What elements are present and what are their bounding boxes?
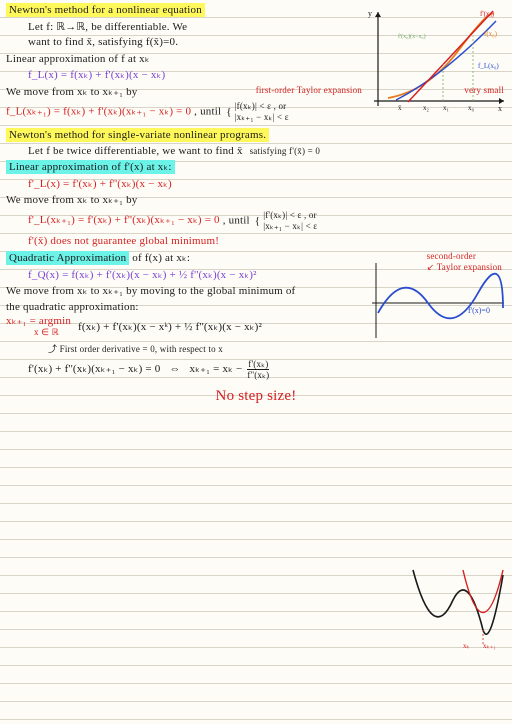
cond-2a: |f'(xₖ)| < ε , or bbox=[263, 210, 317, 220]
svg-text:xₖ₊₁: xₖ₊₁ bbox=[483, 642, 496, 650]
taylor-1: first-order Taylor expansion bbox=[256, 85, 362, 95]
intro-1b: want to find x̄, satisfying f(x̄)=0. bbox=[28, 36, 178, 48]
first-derivative-note: First order derivative = 0, with respect… bbox=[60, 344, 223, 354]
cond-1a: |f(xₖ)| < ε , or bbox=[235, 101, 287, 111]
eq-5: f_Q(x) = f(xₖ) + f'(xₖ)(x − xₖ) + ½ f''(… bbox=[28, 269, 257, 281]
svg-text:x₀: x₀ bbox=[468, 104, 475, 112]
svg-text:f_L(x₀): f_L(x₀) bbox=[478, 62, 499, 70]
svg-text:x₂: x₂ bbox=[423, 104, 430, 112]
eq-7b: xₖ₊₁ = xₖ − bbox=[190, 363, 243, 375]
plot-nonlinear: x y x̄ x₂ x₁ x₀ f'(x₀) f(x₀) f_L(x₀) f'(… bbox=[368, 6, 508, 116]
eq-7a: f'(xₖ) + f''(xₖ)(xₖ₊₁ − xₖ) = 0 bbox=[6, 363, 160, 375]
cond-1b: |xₖ₊₁ − xₖ| < ε bbox=[235, 112, 289, 122]
svg-text:x₁: x₁ bbox=[443, 104, 449, 112]
lin-approx-2: Linear approximation of f'(x) at xₖ: bbox=[6, 160, 175, 174]
taylor-2a: second-order bbox=[427, 251, 476, 261]
quad-of: of f(x) at xₖ: bbox=[132, 252, 190, 264]
quad-title: Quadratic Approximation bbox=[6, 251, 129, 265]
svg-text:xₖ: xₖ bbox=[463, 642, 470, 650]
svg-text:f'(x₀): f'(x₀) bbox=[480, 10, 495, 18]
lin-approx-1: Linear approximation of f at xₖ bbox=[6, 53, 150, 65]
iff-symbol: ⇔ bbox=[169, 363, 180, 375]
eq-2: f_L(xₖ₊₁) = f(xₖ) + f'(xₖ)(xₖ₊₁ − xₖ) = … bbox=[6, 106, 191, 118]
intro-1a: Let f: ℝ→ℝ, be differentiable. We bbox=[28, 21, 187, 33]
until-1: , until bbox=[194, 106, 221, 118]
eq-6c: f(xₖ) + f'(xₖ)(x − xᵏ) + ½ f''(xₖ)(x − x… bbox=[78, 321, 262, 333]
move-2: We move from xₖ to xₖ₊₁ by bbox=[6, 194, 137, 206]
eq-6a: xₖ₊₁ = argmin bbox=[6, 315, 71, 327]
svg-text:f(x₀): f(x₀) bbox=[484, 30, 498, 38]
move-3b: the quadratic approximation: bbox=[6, 301, 139, 313]
svg-text:f'(x)=0: f'(x)=0 bbox=[468, 306, 490, 315]
title-1: Newton's method for a nonlinear equation bbox=[6, 3, 205, 17]
warn-global-min: f'(x̄) does not guarantee global minimum… bbox=[28, 235, 219, 247]
eq-7-num: f'(xₖ) bbox=[248, 359, 268, 369]
plot-quadratic: xₖ xₖ₊₁ bbox=[408, 560, 508, 650]
move-1: We move from xₖ to xₖ₊₁ by bbox=[6, 86, 137, 98]
eq-7-den: f''(xₖ) bbox=[247, 370, 269, 380]
svg-text:y: y bbox=[368, 9, 372, 18]
svg-text:f'(x₀)(x−x₀): f'(x₀)(x−x₀) bbox=[398, 33, 426, 40]
eq-4: f'_L(xₖ₊₁) = f'(xₖ) + f''(xₖ)(xₖ₊₁ − xₖ)… bbox=[6, 214, 220, 226]
eq-6b: x ∈ ℝ bbox=[6, 327, 59, 337]
intro-2: Let f be twice differentiable, we want t… bbox=[28, 145, 243, 157]
svg-text:x: x bbox=[498, 104, 502, 113]
until-2: , until bbox=[223, 214, 250, 226]
sat-2: satisfying f'(x̄) = 0 bbox=[250, 146, 320, 156]
move-3a: We move from xₖ to xₖ₊₁ by moving to the… bbox=[6, 285, 295, 297]
very-small: very small bbox=[464, 85, 504, 95]
svg-text:x̄: x̄ bbox=[398, 104, 402, 112]
title-2: Newton's method for single-variate nonli… bbox=[6, 128, 269, 142]
eq-1: f_L(x) = f(xₖ) + f'(xₖ)(x − xₖ) bbox=[28, 69, 165, 81]
no-step-size: No step size! bbox=[216, 388, 297, 404]
eq-3: f'_L(x) = f'(xₖ) + f''(xₖ)(x − xₖ) bbox=[28, 178, 172, 190]
cond-2b: |xₖ₊₁ − xₖ| < ε bbox=[263, 221, 317, 231]
taylor-2b: Taylor expansion bbox=[437, 262, 502, 272]
